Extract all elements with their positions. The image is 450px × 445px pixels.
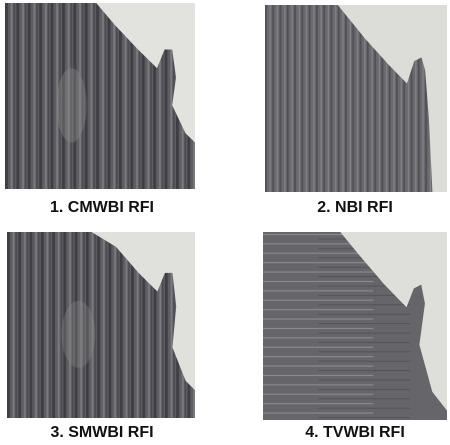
panel-caption: 2. NBI RFI <box>255 199 450 217</box>
panel-caption: 3. SMWBI RFI <box>2 424 202 442</box>
panel-caption: 1. CMWBI RFI <box>2 199 202 217</box>
image-panel <box>265 5 447 192</box>
image-panel <box>263 232 447 420</box>
panel-caption: 4. TVWBI RFI <box>255 424 450 442</box>
image-panel <box>7 232 195 418</box>
figure: 1. CMWBI RFI 2. NBI RFI 3. SMWBI RFI 4. … <box>0 0 450 445</box>
image-panel <box>5 3 195 189</box>
